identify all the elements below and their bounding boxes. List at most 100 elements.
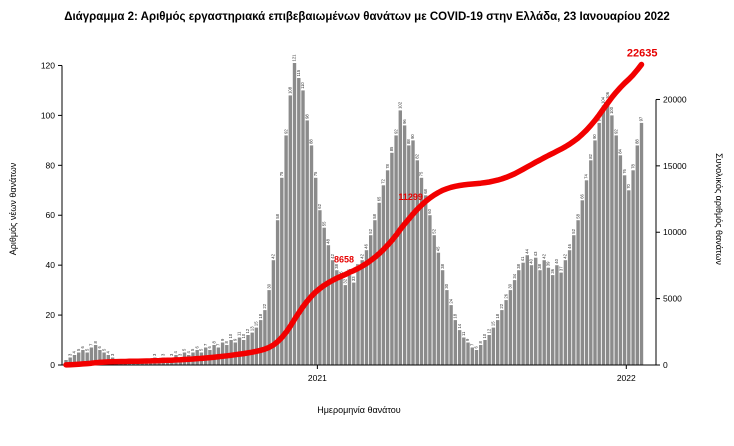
svg-text:4: 4 xyxy=(106,351,111,354)
svg-text:26: 26 xyxy=(503,293,508,298)
svg-text:88: 88 xyxy=(309,139,314,144)
svg-text:6: 6 xyxy=(474,346,479,349)
svg-text:38: 38 xyxy=(440,263,445,268)
svg-text:43: 43 xyxy=(533,251,538,256)
svg-text:40: 40 xyxy=(554,258,559,263)
svg-text:108: 108 xyxy=(288,86,293,94)
svg-text:32: 32 xyxy=(343,278,348,283)
svg-text:46: 46 xyxy=(567,243,572,248)
svg-text:58: 58 xyxy=(275,213,280,218)
svg-text:110: 110 xyxy=(300,82,305,89)
svg-text:2021: 2021 xyxy=(308,373,327,383)
svg-text:45: 45 xyxy=(436,246,441,251)
svg-text:68: 68 xyxy=(423,188,428,193)
svg-text:52: 52 xyxy=(431,228,436,233)
svg-text:5: 5 xyxy=(84,348,89,351)
svg-text:75: 75 xyxy=(313,171,318,176)
svg-text:30: 30 xyxy=(444,283,449,288)
svg-text:42: 42 xyxy=(563,253,568,258)
svg-text:60: 60 xyxy=(427,208,432,213)
svg-text:98: 98 xyxy=(304,114,309,119)
svg-text:11: 11 xyxy=(237,331,242,336)
svg-text:18: 18 xyxy=(495,313,500,318)
svg-text:82: 82 xyxy=(588,153,593,158)
svg-text:22: 22 xyxy=(499,303,504,308)
svg-text:30: 30 xyxy=(266,283,271,288)
svg-text:41: 41 xyxy=(520,256,525,261)
svg-text:18: 18 xyxy=(453,313,458,318)
svg-text:14: 14 xyxy=(457,323,462,328)
svg-text:52: 52 xyxy=(571,228,576,233)
svg-text:6: 6 xyxy=(207,346,212,349)
svg-text:9: 9 xyxy=(233,338,238,341)
svg-text:10: 10 xyxy=(228,333,233,338)
svg-text:76: 76 xyxy=(622,168,627,173)
svg-text:6: 6 xyxy=(194,346,199,349)
svg-text:7: 7 xyxy=(470,343,475,346)
svg-text:Ημερομηνία θανάτου: Ημερομηνία θανάτου xyxy=(317,405,401,415)
svg-text:11: 11 xyxy=(461,331,466,336)
svg-text:120: 120 xyxy=(41,60,55,70)
svg-text:96: 96 xyxy=(402,119,407,124)
svg-text:34: 34 xyxy=(512,273,517,278)
svg-text:24: 24 xyxy=(448,298,453,303)
svg-text:121: 121 xyxy=(292,54,297,62)
svg-text:72: 72 xyxy=(381,178,386,183)
svg-text:62: 62 xyxy=(317,203,322,208)
svg-text:33: 33 xyxy=(351,276,356,281)
svg-text:100: 100 xyxy=(41,110,55,120)
svg-text:5: 5 xyxy=(76,348,81,351)
bars-group xyxy=(64,63,644,366)
svg-text:22635: 22635 xyxy=(627,48,658,60)
svg-text:8: 8 xyxy=(93,341,98,344)
cumulative-line xyxy=(63,61,645,368)
svg-text:44: 44 xyxy=(525,248,530,253)
svg-text:88: 88 xyxy=(635,139,640,144)
svg-text:102: 102 xyxy=(398,101,403,109)
svg-text:30: 30 xyxy=(508,283,513,288)
svg-text:106: 106 xyxy=(605,91,610,99)
svg-text:20000: 20000 xyxy=(663,94,687,104)
svg-text:7: 7 xyxy=(89,343,94,346)
svg-text:11299: 11299 xyxy=(398,192,423,202)
svg-text:66: 66 xyxy=(580,193,585,198)
svg-text:3: 3 xyxy=(169,353,174,356)
svg-text:40: 40 xyxy=(46,260,56,270)
svg-text:3: 3 xyxy=(178,353,183,356)
svg-text:15: 15 xyxy=(491,321,496,326)
svg-text:115: 115 xyxy=(296,69,301,76)
svg-text:4: 4 xyxy=(173,351,178,354)
svg-text:65: 65 xyxy=(376,196,381,201)
svg-text:37: 37 xyxy=(558,266,563,271)
svg-text:80: 80 xyxy=(46,160,56,170)
svg-text:39: 39 xyxy=(546,261,551,266)
svg-text:8: 8 xyxy=(224,341,229,344)
svg-text:48: 48 xyxy=(326,238,331,243)
svg-text:35: 35 xyxy=(338,271,343,276)
svg-text:78: 78 xyxy=(385,163,390,168)
svg-text:75: 75 xyxy=(279,171,284,176)
svg-text:78: 78 xyxy=(630,163,635,168)
svg-text:0: 0 xyxy=(663,360,668,370)
svg-text:4: 4 xyxy=(72,351,77,354)
axis-tick-labels: 0 20 40 60 80 100 120 0 5000 10000 15000 20000 2021 2… xyxy=(41,60,687,383)
svg-text:3: 3 xyxy=(161,353,166,356)
svg-text:15: 15 xyxy=(254,321,259,326)
svg-text:42: 42 xyxy=(271,253,276,258)
svg-text:90: 90 xyxy=(592,134,597,139)
svg-text:92: 92 xyxy=(613,129,618,134)
svg-text:3: 3 xyxy=(67,353,72,356)
svg-text:90: 90 xyxy=(410,134,415,139)
svg-text:9: 9 xyxy=(220,338,225,341)
svg-text:92: 92 xyxy=(393,129,398,134)
line-annotations: 8658 11299 22635 xyxy=(334,48,658,265)
svg-text:82: 82 xyxy=(414,153,419,158)
svg-text:18: 18 xyxy=(258,313,263,318)
svg-text:42: 42 xyxy=(359,253,364,258)
svg-text:6: 6 xyxy=(80,346,85,349)
svg-text:42: 42 xyxy=(541,253,546,258)
svg-text:70: 70 xyxy=(626,183,631,188)
svg-text:52: 52 xyxy=(368,228,373,233)
svg-text:74: 74 xyxy=(584,173,589,178)
